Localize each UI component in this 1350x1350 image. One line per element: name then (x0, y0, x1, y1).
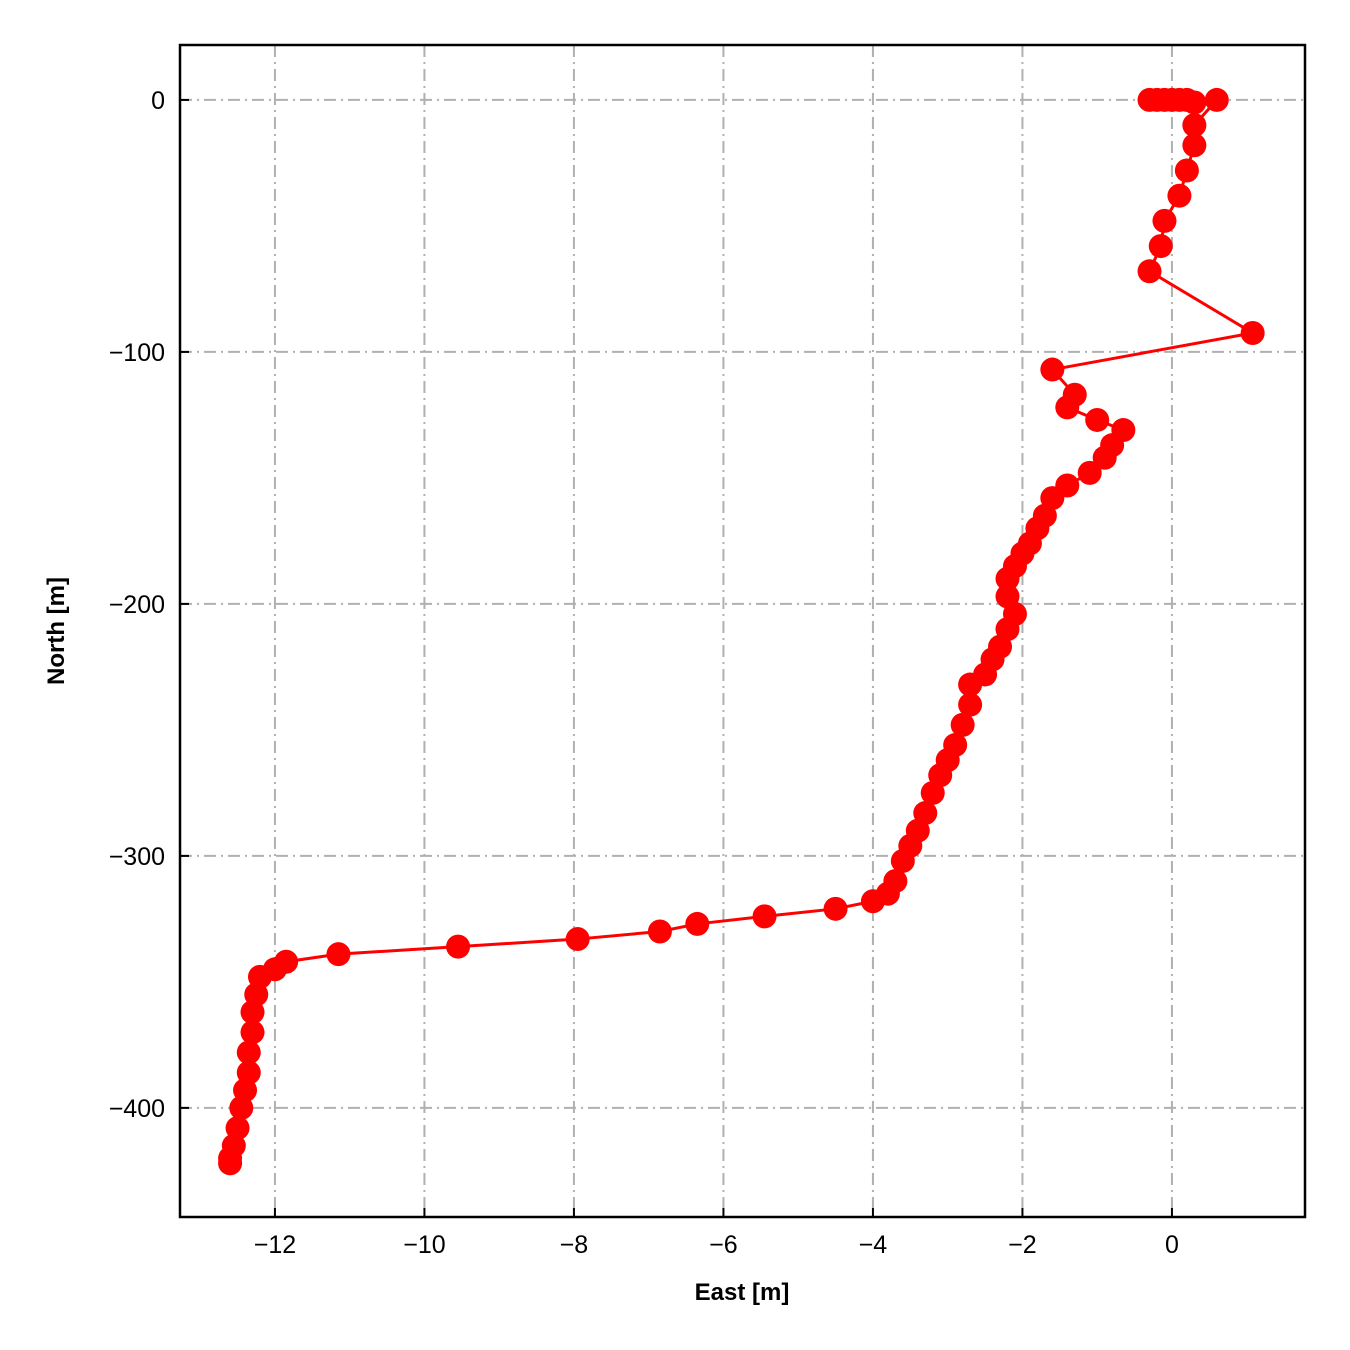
plot-frame (178, 43, 1307, 1219)
track-point (1077, 460, 1102, 485)
track-point (240, 1000, 265, 1025)
track-point (647, 919, 672, 944)
track-point (890, 848, 915, 873)
y-tick-label: −400 (109, 1095, 165, 1123)
x-tick-label: −2 (1008, 1231, 1037, 1259)
track-point (446, 934, 471, 959)
x-tick-label: −12 (254, 1231, 296, 1259)
track-point (1085, 407, 1110, 432)
track-point (1174, 158, 1199, 183)
track-point (1182, 133, 1207, 158)
track-line (228, 98, 1257, 1164)
track-point (860, 889, 885, 914)
track-point (1137, 259, 1162, 284)
track-point (1152, 208, 1177, 233)
track-point (326, 942, 351, 967)
track-point (1055, 395, 1080, 420)
y-axis-label: North [m] (43, 577, 70, 685)
x-tick-label: −10 (403, 1231, 445, 1259)
track-point (1204, 87, 1229, 112)
track-point (236, 1040, 261, 1065)
track-point (1240, 321, 1265, 346)
x-tick-label: 0 (1165, 1231, 1179, 1259)
y-tick-label: −300 (109, 843, 165, 871)
x-tick-label: −8 (560, 1231, 589, 1259)
y-tick-label: 0 (151, 87, 165, 115)
track-point (1092, 445, 1117, 470)
track-point (920, 780, 945, 805)
x-tick-label: −4 (859, 1231, 888, 1259)
track-point (958, 672, 983, 697)
track-point (565, 927, 590, 952)
x-axis-label: East [m] (695, 1279, 790, 1306)
track-point (218, 1151, 243, 1176)
track-point (950, 712, 975, 737)
x-tick-label: −6 (709, 1231, 738, 1259)
track-point (823, 896, 848, 921)
track-point (995, 566, 1020, 591)
y-tick-label: −100 (109, 339, 165, 367)
track-point (1148, 234, 1173, 259)
track-point (958, 692, 983, 717)
y-tick-label: −200 (109, 591, 165, 619)
track-point (1182, 113, 1207, 138)
track-point (240, 1020, 265, 1045)
track-point (1167, 183, 1192, 208)
track-point (752, 904, 777, 929)
track-point (1182, 90, 1207, 115)
track-point (1040, 357, 1065, 382)
track-point (229, 1095, 254, 1120)
track-point (685, 911, 710, 936)
